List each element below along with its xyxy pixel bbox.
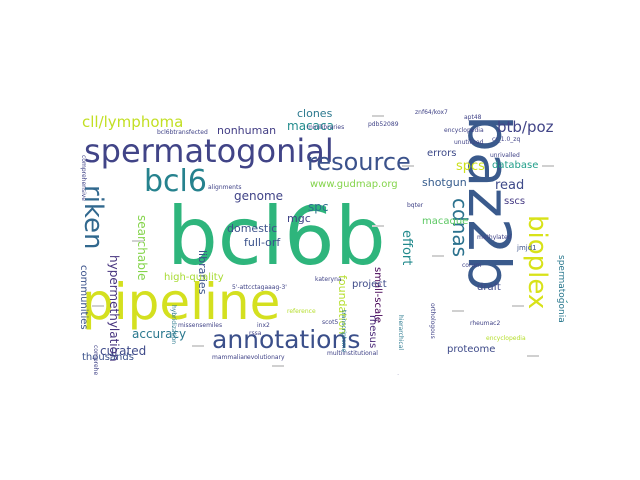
- cloud-word: 5'-attcctagaaag-3': [232, 284, 287, 291]
- cloud-word: high-quality: [164, 272, 224, 283]
- cloud-word: bcl6: [144, 164, 207, 199]
- cloud-word: missensemiles: [178, 322, 223, 329]
- cloud-word: inx2: [257, 322, 270, 329]
- cloud-word: kateryna: [315, 276, 342, 283]
- cloud-word: encyclopedia: [486, 335, 526, 342]
- cloud-word: hybridization: [170, 305, 177, 345]
- cloud-word: btb/poz: [497, 118, 554, 136]
- cloud-word: corum: [462, 262, 482, 269]
- filler-tick: [372, 115, 384, 117]
- cloud-word: errors: [427, 148, 457, 159]
- cloud-word: effort: [399, 230, 414, 266]
- cloud-word: cll/lymphoma: [82, 113, 184, 131]
- cloud-word: encyclopedia: [444, 127, 484, 134]
- cloud-word: communities: [78, 265, 89, 330]
- cloud-word: full-orf: [244, 236, 281, 249]
- filler-tick: [527, 355, 539, 357]
- cloud-word: mgc: [287, 212, 311, 225]
- cloud-word: macaca: [287, 119, 334, 133]
- cloud-word: jmjd1: [517, 244, 537, 252]
- cloud-word: apt48: [464, 114, 482, 121]
- cloud-word: mammalian: [212, 354, 248, 361]
- cloud-word: searchable: [135, 215, 149, 281]
- cloud-word: spcs: [456, 159, 485, 174]
- cloud-word: macaque: [422, 216, 469, 227]
- cloud-word: bqter: [407, 202, 424, 209]
- cloud-word: unutilized: [454, 139, 484, 146]
- cloud-word: shotgun: [422, 176, 467, 189]
- cloud-word: scot5: [322, 319, 339, 326]
- cloud-word: rssa: [249, 330, 262, 337]
- cloud-word: www.gudmap.org: [310, 179, 398, 190]
- filler-tick: [192, 345, 204, 347]
- filler-tick: [372, 225, 384, 227]
- cloud-word: minilibraries: [307, 124, 345, 131]
- cloud-word: alignments: [208, 184, 242, 191]
- cloud-word: rhesus: [367, 315, 378, 349]
- cloud-word: genome: [234, 189, 284, 203]
- cloud-word: hierarchical: [397, 315, 404, 351]
- cloud-word: pipeline: [82, 273, 281, 331]
- cloud-word: accuracy: [132, 327, 187, 341]
- cloud-word: annotations: [212, 325, 361, 354]
- cloud-word: spermatogonia: [556, 255, 566, 323]
- cloud-word: domestic: [227, 222, 278, 235]
- word-cloud: pipeline bcl6b baz2b spermatogonial annotati…: [72, 105, 568, 375]
- cloud-word: spc: [308, 200, 329, 214]
- filler-tick: [92, 305, 104, 307]
- cloud-word: nonhuman: [217, 124, 277, 137]
- cloud-word: pdb52089: [368, 121, 399, 128]
- cloud-word: spermatogonial: [84, 132, 334, 170]
- cloud-word: unrivalled: [490, 152, 520, 159]
- cloud-word: methylated: [477, 234, 512, 241]
- cloud-word: bcl6btransfected: [157, 129, 208, 136]
- cloud-word: curated: [100, 344, 147, 358]
- filler-tick: [432, 255, 444, 257]
- filler-tick: [542, 165, 554, 167]
- cloud-word: cdnas: [448, 198, 472, 258]
- cloud-word: proteome: [447, 344, 496, 355]
- cloud-word: database: [492, 160, 539, 171]
- cloud-word: resource: [307, 148, 411, 176]
- cloud-word: comprehensive: [92, 345, 99, 375]
- cloud-word: evolutionary: [247, 354, 285, 361]
- cloud-word: cr_1.0_zq: [492, 136, 521, 143]
- filler-tick: [272, 365, 284, 367]
- cloud-word: draft: [477, 282, 501, 293]
- cloud-word: thousands: [82, 352, 134, 363]
- cloud-word: bcl6b: [167, 190, 386, 283]
- cloud-word: project: [352, 279, 387, 290]
- cloud-word: clones: [297, 107, 333, 120]
- cloud-word: read: [495, 178, 525, 193]
- filler-tick: [402, 165, 414, 167]
- cloud-word: sscs: [504, 196, 526, 207]
- cloud-word: rheumac2: [470, 320, 501, 327]
- filler-tick: [132, 240, 144, 242]
- cloud-word: orthologous: [429, 303, 436, 339]
- filler-tick: [512, 305, 524, 307]
- cloud-word: reference: [287, 308, 316, 315]
- cloud-word: znf64/kox7: [415, 109, 448, 116]
- cloud-word: comprehensive: [80, 155, 87, 201]
- cloud-word: hypermethylation: [107, 255, 121, 362]
- cloud-word: transcriptome: [340, 310, 347, 353]
- cloud-word: multiinstitutional: [327, 350, 378, 357]
- filler-tick: [452, 310, 464, 312]
- cloud-word: bioplex: [522, 215, 552, 310]
